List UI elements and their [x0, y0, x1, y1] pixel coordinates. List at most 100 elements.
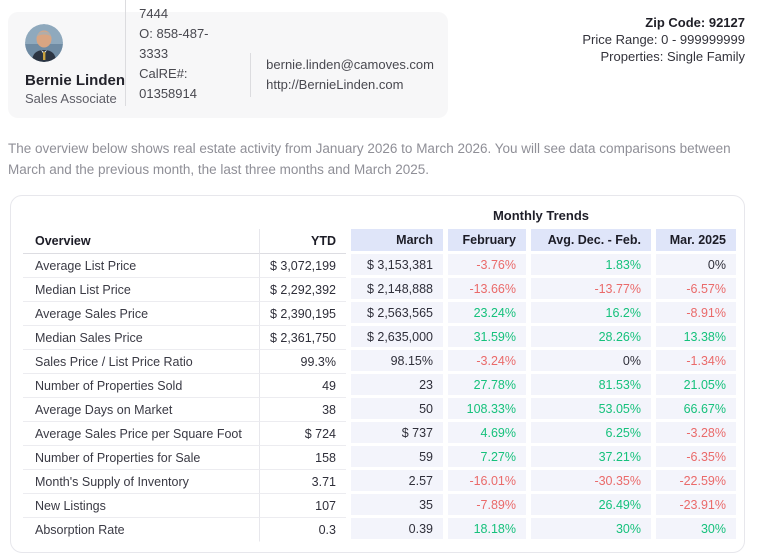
- february-change: 23.24%: [443, 302, 526, 326]
- ytd-value: 0.3: [318, 522, 336, 537]
- february-change: 31.59%: [443, 326, 526, 350]
- table-row: Average List Price $ 3,072,199 $ 3,153,3…: [23, 254, 736, 278]
- agent-photo: [25, 24, 63, 62]
- table-row: Median List Price $ 2,292,392 $ 2,148,88…: [23, 278, 736, 302]
- row-label: Average List Price: [23, 254, 260, 278]
- mar-2025-change: -3.28%: [651, 422, 736, 446]
- february-change: 27.78%: [443, 374, 526, 398]
- column-header-overview: Overview: [23, 229, 260, 254]
- ytd-value: 107: [260, 494, 346, 518]
- mar-2025-change: -22.59%: [651, 470, 736, 494]
- february-change: -3.76%: [443, 254, 526, 278]
- mar-2025-change: -8.91%: [651, 302, 736, 326]
- properties-type-label: Properties: Single Family: [600, 49, 746, 64]
- february-change: -16.01%: [443, 470, 526, 494]
- agent-identity: Bernie Linden Sales Associate: [22, 22, 125, 106]
- table-group-header-row: Monthly Trends: [23, 196, 736, 229]
- column-header-avg-dec-feb: Avg. Dec. - Feb.: [526, 229, 651, 254]
- mar-2025-change: -23.91%: [651, 494, 736, 518]
- agent-email-link[interactable]: bernie.linden@camoves.com: [266, 57, 434, 72]
- agent-mobile-phone: M: 858-663-7444: [139, 0, 209, 21]
- table-row: Number of Properties Sold 49 23 27.78% 8…: [23, 374, 736, 398]
- avg-dec-feb-change: 37.21%: [526, 446, 651, 470]
- avg-dec-feb-change: -13.77%: [526, 278, 651, 302]
- mar-2025-change: -6.35%: [651, 446, 736, 470]
- table-row: New Listings 107 35 -7.89% 26.49% -23.91…: [23, 494, 736, 518]
- ytd-value: 158: [260, 446, 346, 470]
- table-header-row: Overview YTD March February Avg. Dec. - …: [23, 229, 736, 254]
- row-label: Number of Properties Sold: [23, 374, 260, 398]
- avg-dec-feb-change: 26.49%: [526, 494, 651, 518]
- february-change: -3.24%: [443, 350, 526, 374]
- agent-website-link[interactable]: http://BernieLinden.com: [266, 77, 404, 92]
- avg-dec-feb-change: 1.83%: [526, 254, 651, 278]
- avg-dec-feb-change: 53.05%: [526, 398, 651, 422]
- agent-links-block: bernie.linden@camoves.com http://BernieL…: [250, 53, 434, 97]
- row-label: Average Sales Price: [23, 302, 260, 326]
- row-label: Number of Properties for Sale: [23, 446, 260, 470]
- ytd-value: $ 2,390,195: [260, 302, 346, 326]
- avg-dec-feb-change: 30%: [526, 518, 651, 542]
- march-value: 23: [346, 374, 443, 398]
- ytd-value: $ 2,361,750: [260, 326, 346, 350]
- column-header-ytd: YTD: [260, 229, 346, 254]
- row-label: Median List Price: [23, 278, 260, 302]
- monthly-trends-title: Monthly Trends: [492, 208, 590, 223]
- row-label: Month's Supply of Inventory: [23, 470, 260, 494]
- february-change: 7.27%: [443, 446, 526, 470]
- monthly-trends-table: Monthly Trends Overview YTD March Februa…: [10, 195, 745, 553]
- march-value: 98.15%: [346, 350, 443, 374]
- table-row: Median Sales Price $ 2,361,750 $ 2,635,0…: [23, 326, 736, 350]
- zip-code-label: Zip Code: 92127: [645, 15, 745, 30]
- table-row: Absorption Rate 0.3 0.39 18.18% 30% 30%: [23, 518, 736, 542]
- table-body: Average List Price $ 3,072,199 $ 3,153,3…: [23, 254, 736, 542]
- march-value: 35: [346, 494, 443, 518]
- ytd-value: 38: [260, 398, 346, 422]
- avg-dec-feb-change: 81.53%: [526, 374, 651, 398]
- february-change: -13.66%: [443, 278, 526, 302]
- row-label: Average Days on Market: [23, 398, 260, 422]
- march-value: $ 737: [346, 422, 443, 446]
- ytd-value: $ 3,072,199: [260, 254, 346, 278]
- agent-office-phone: O: 858-487-3333: [139, 26, 209, 61]
- table-row: Number of Properties for Sale 158 59 7.2…: [23, 446, 736, 470]
- mar-2025-change: -6.57%: [651, 278, 736, 302]
- mar-2025-change: 21.05%: [651, 374, 736, 398]
- mar-2025-change: 30%: [651, 518, 736, 542]
- row-label: Median Sales Price: [23, 326, 260, 350]
- march-value: 59: [346, 446, 443, 470]
- march-value: 2.57: [346, 470, 443, 494]
- agent-title: Sales Associate: [25, 91, 117, 106]
- column-header-mar-2025: Mar. 2025: [651, 229, 736, 254]
- february-change: 18.18%: [443, 518, 526, 542]
- agent-license-number: CalRE#: 01358914: [139, 66, 197, 101]
- table-row: Average Sales Price per Square Foot $ 72…: [23, 422, 736, 446]
- row-label: Average Sales Price per Square Foot: [23, 422, 260, 446]
- ytd-value: 49: [260, 374, 346, 398]
- ytd-value: $ 724: [260, 422, 346, 446]
- march-value: $ 3,153,381: [346, 254, 443, 278]
- column-header-march: March: [346, 229, 443, 254]
- row-label: Absorption Rate: [23, 518, 260, 542]
- avg-dec-feb-change: 0%: [526, 350, 651, 374]
- mar-2025-change: -1.34%: [651, 350, 736, 374]
- march-value: $ 2,635,000: [346, 326, 443, 350]
- ytd-value: 99.3%: [260, 350, 346, 374]
- ytd-value: $ 2,292,392: [260, 278, 346, 302]
- agent-contact-block: M: 858-663-7444 O: 858-487-3333 CalRE#: …: [125, 0, 235, 106]
- mar-2025-change: 13.38%: [651, 326, 736, 350]
- avg-dec-feb-change: 6.25%: [526, 422, 651, 446]
- agent-name: Bernie Linden: [25, 72, 126, 89]
- march-value: $ 2,563,565: [346, 302, 443, 326]
- ytd-value: 3.71: [260, 470, 346, 494]
- february-change: -7.89%: [443, 494, 526, 518]
- overview-description: The overview below shows real estate act…: [8, 141, 731, 177]
- agent-card: Bernie Linden Sales Associate M: 858-663…: [8, 0, 448, 118]
- table-row: Sales Price / List Price Ratio 99.3% 98.…: [23, 350, 736, 374]
- february-change: 4.69%: [443, 422, 526, 446]
- table-row: Average Sales Price $ 2,390,195 $ 2,563,…: [23, 302, 736, 326]
- agent-photo-image: [25, 24, 63, 62]
- avg-dec-feb-change: 16.2%: [526, 302, 651, 326]
- row-label: New Listings: [23, 494, 260, 518]
- mar-2025-change: 66.67%: [651, 398, 736, 422]
